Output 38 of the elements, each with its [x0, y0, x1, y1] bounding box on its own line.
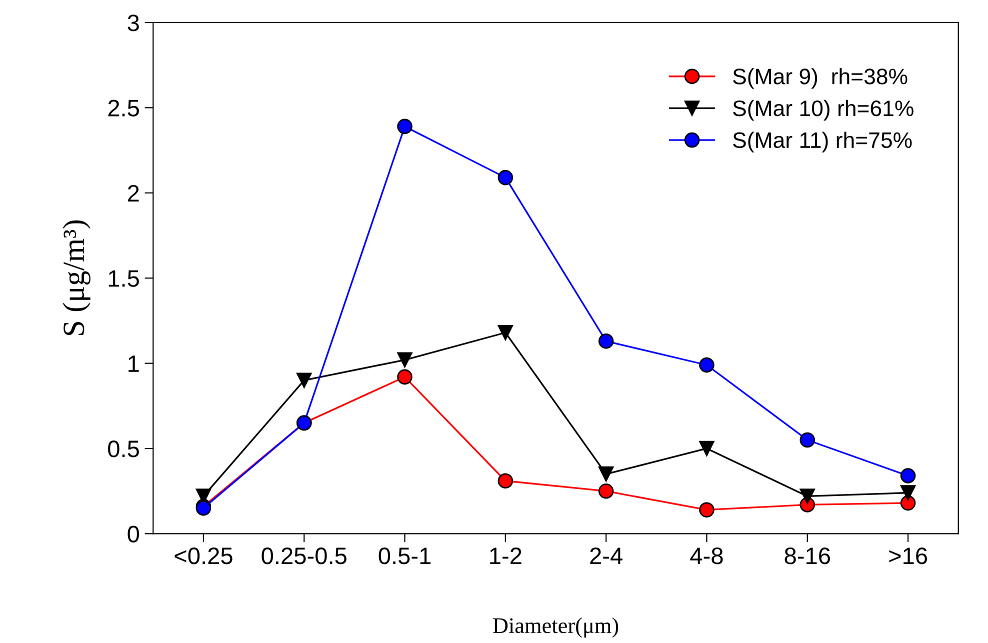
point: [699, 502, 714, 518]
point: [699, 357, 714, 373]
x-tick-label: <0.25: [174, 548, 232, 564]
point: [498, 170, 514, 186]
x-tick-label: 0.5-1: [378, 548, 431, 564]
legend-label: S(Mar 10) rh=61%: [733, 100, 914, 121]
legend-label: S(Mar 9) rh=38%: [733, 68, 908, 89]
x-tick-label: 8-16: [784, 548, 830, 564]
y-tick-label: 1: [128, 356, 139, 372]
x-axis-title: Diameter(μm): [493, 618, 618, 638]
x-tick-label: 2-4: [590, 548, 622, 564]
point: [900, 468, 916, 484]
point: [397, 369, 412, 385]
point: [598, 466, 614, 482]
y-axis-title: S (μg/m³): [62, 220, 90, 336]
legend-label: S(Mar 11) rh=75%: [733, 132, 912, 152]
point: [498, 324, 514, 340]
point: [699, 440, 714, 456]
x-tick-label: >16: [889, 548, 928, 564]
y-tick-label: 3: [128, 14, 139, 32]
point: [397, 352, 412, 368]
point: [900, 485, 916, 500]
point: [800, 432, 816, 448]
x-tick-label: 4-8: [690, 548, 723, 564]
point: [598, 334, 614, 349]
y-tick-label: 2: [128, 184, 139, 202]
point: [296, 372, 312, 388]
point: [498, 473, 514, 489]
point: [900, 495, 916, 511]
y-tick-label: 2.5: [108, 100, 139, 116]
point: [397, 118, 412, 134]
y-tick-label: 0.5: [108, 440, 139, 458]
point: [598, 483, 614, 499]
point: [800, 488, 816, 504]
x-tick-label: 1-2: [490, 548, 522, 564]
y-tick-label: 1.5: [108, 270, 139, 287]
x-tick-label: 0.25-0.5: [262, 548, 346, 564]
y-tick-label: 0: [128, 526, 140, 542]
